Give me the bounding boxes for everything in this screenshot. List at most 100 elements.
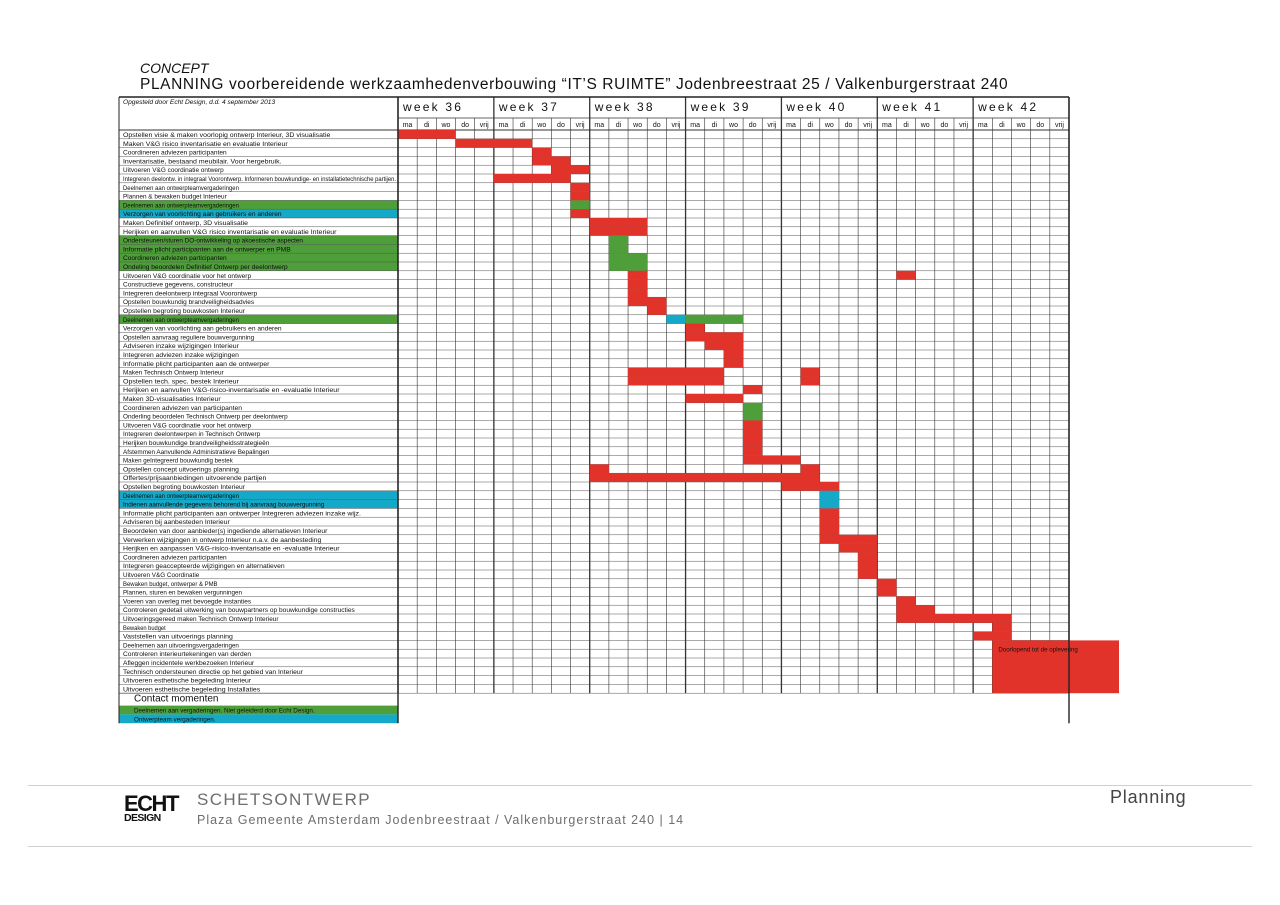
gantt-bar (896, 605, 935, 614)
task-label: Constructieve gegevens, constructeur (123, 282, 233, 289)
day-label: wo (920, 122, 930, 129)
task-label: Opstellen visie & maken voorlopig ontwer… (123, 132, 331, 139)
day-label: do (940, 122, 948, 129)
task-label: Plannen, sturen en bewaken vergunningen (123, 590, 242, 597)
task-label: Coordineren adviezen van participanten (123, 405, 242, 412)
task-label: Adviseren bij aanbesteden Interieur (123, 519, 230, 526)
task-label: Beoordelen van door aanbieder(s) ingedie… (123, 528, 327, 535)
week-label: week 42 (977, 100, 1038, 114)
day-label: di (616, 122, 622, 129)
task-label: Integreren deelontwerpen in Technisch On… (123, 431, 261, 438)
gantt-bar (819, 526, 839, 535)
task-label: Onderling beoordelen Technisch Ontwerp p… (123, 414, 288, 421)
logo-line-1: ECHT (124, 791, 179, 816)
footer-top-divider (28, 785, 1252, 786)
task-label: Uitvoeren V&G coordinatie voor het ontwe… (123, 273, 252, 280)
week-label: week 40 (785, 100, 846, 114)
task-label: Opstellen aanvraag reguliere bouwvergunn… (123, 334, 255, 341)
contact-heading: Contact momenten (134, 694, 219, 705)
row-highlight (119, 253, 398, 262)
gantt-bar (589, 464, 609, 474)
gantt-bar (743, 429, 763, 438)
gantt-bar (819, 508, 839, 518)
day-label: ma (499, 122, 509, 129)
logo-line-2: DESIGN (124, 812, 161, 824)
gantt-bar (628, 376, 724, 386)
section-title: Planning (1110, 787, 1187, 807)
task-label: Maken Technisch Ontwerp Interieur (123, 370, 224, 377)
gantt-bar (819, 534, 878, 544)
gantt-chart: Doorlopend tot de oplevering Opgesteld do… (118, 96, 1119, 723)
gantt-bar (723, 358, 744, 368)
planning-title: PLANNING voorbereidende werkzaamhedenver… (140, 76, 1009, 93)
gantt-bar (398, 130, 456, 139)
task-label: Indienen aanvullende gegevens behorend b… (123, 502, 325, 509)
contact-item-label: Deelnemen aan vergaderingen. Niet geleid… (134, 708, 315, 715)
gantt-bar (628, 288, 648, 298)
gantt-bar (589, 226, 648, 236)
task-label: Opstellen begroting bouwkosten Interieur (123, 484, 245, 491)
gantt-bar (800, 464, 820, 474)
task-label: Bewaken budget, ontwerper & PMB (123, 581, 218, 588)
gantt-bar (685, 394, 744, 403)
task-label: Opstellen tech. spec. bestek Interieur (123, 378, 239, 385)
week-label: week 37 (498, 100, 559, 114)
gantt-bar (896, 614, 1012, 623)
meta-text: Opgesteld door Echt Design, d.d. 4 septe… (123, 99, 275, 106)
contact-swatch (119, 705, 398, 715)
gantt-bar (743, 446, 763, 456)
week-label: week 41 (881, 100, 942, 114)
task-label: Herijken en aanvullen V&G risico inventa… (123, 229, 337, 236)
task-label: Maken Definitief ontwerp, 3D visualisati… (123, 220, 249, 227)
echt-design-logo: ECHT DESIGN (124, 791, 179, 824)
task-label: Bewaken budget (123, 625, 166, 632)
gantt-bar (455, 138, 533, 148)
gantt-bar (838, 543, 878, 553)
gantt-bar (628, 279, 648, 289)
gantt-bar (570, 191, 590, 201)
day-label: di (807, 122, 813, 129)
week-label: week 39 (690, 100, 751, 114)
gantt-bar (570, 182, 590, 192)
gantt-bar (781, 482, 839, 491)
gantt-bar (800, 376, 820, 386)
gantt-bar (743, 438, 763, 447)
gantt-bar (685, 332, 744, 342)
gantt-bar (858, 570, 878, 579)
gantt-bar (743, 455, 801, 465)
gantt-bar (743, 385, 763, 394)
gantt-bar (973, 631, 1012, 641)
gantt-bar (608, 235, 629, 245)
day-label: di (999, 122, 1005, 129)
task-label: Offertes/prijsaanbiedingen uitvoerende p… (123, 475, 267, 482)
task-label: Opstellen bouwkundig brandveiligheidsadv… (123, 299, 254, 306)
row-highlight (119, 209, 398, 218)
task-label: Integreren geaccepteerde wijzigingen en … (123, 563, 285, 570)
task-label: Informatie plicht participanten aan ontw… (123, 510, 361, 517)
week-label: week 38 (594, 100, 655, 114)
gantt-bar (570, 209, 590, 218)
task-label: Uitvoeren V&G coordinatie voor het ontwe… (123, 422, 252, 429)
day-label: ma (690, 122, 700, 129)
task-label: Inventarisatie, bestaand meubilair. Voor… (123, 158, 282, 165)
day-label: vrij (863, 122, 872, 129)
row-highlight (119, 244, 398, 254)
gantt-bar (589, 473, 820, 482)
task-label: Ondersteunen/sturen DO-ontwikkeling op a… (123, 238, 303, 245)
task-label: Herijken bouwkundige brandveiligheidsstr… (123, 440, 270, 447)
gantt-bar (877, 578, 897, 588)
footer-bottom-divider (28, 846, 1252, 847)
day-label: wo (728, 122, 738, 129)
task-label: Controleren interieurtekeningen van derd… (123, 651, 252, 658)
gantt-bar (685, 323, 705, 333)
gantt-bar (551, 165, 590, 174)
task-label: Coordineren adviezen participanten (123, 150, 227, 157)
gantt-bar (877, 587, 897, 597)
day-label: wo (632, 122, 642, 129)
gantt-bar (608, 253, 648, 262)
task-label: Uitvoeren V&G coordinatie ontwerp (123, 167, 224, 174)
task-label: Uitvoeringsgereed maken Technisch Ontwer… (123, 616, 279, 623)
row-highlight (119, 262, 398, 271)
row-highlight (119, 499, 398, 509)
day-label: wo (1016, 122, 1026, 129)
